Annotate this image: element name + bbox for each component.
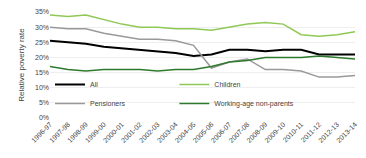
svg-text:2009-10: 2009-10 — [263, 121, 286, 144]
svg-text:25%: 25% — [35, 39, 49, 46]
svg-text:Working-age non-parents: Working-age non-parents — [214, 100, 293, 108]
svg-text:15%: 15% — [35, 69, 49, 76]
svg-text:Relative poverty rate: Relative poverty rate — [17, 28, 26, 102]
svg-text:2001-02: 2001-02 — [120, 121, 143, 144]
svg-text:2008-09: 2008-09 — [245, 121, 268, 144]
svg-text:1999-00: 1999-00 — [84, 121, 107, 144]
svg-text:1998-99: 1998-99 — [66, 121, 89, 144]
svg-text:2012-13: 2012-13 — [317, 121, 340, 144]
svg-text:10%: 10% — [35, 84, 49, 91]
svg-text:20%: 20% — [35, 54, 49, 61]
svg-text:2005-06: 2005-06 — [192, 121, 215, 144]
svg-text:2006-07: 2006-07 — [209, 121, 232, 144]
svg-text:2007-08: 2007-08 — [227, 121, 250, 144]
svg-text:1997-98: 1997-98 — [48, 121, 71, 144]
svg-text:2000-01: 2000-01 — [102, 121, 125, 144]
svg-text:2002-03: 2002-03 — [138, 121, 161, 144]
svg-text:Children: Children — [214, 81, 240, 88]
svg-text:1996-97: 1996-97 — [30, 121, 53, 144]
svg-text:Pensioners: Pensioners — [90, 100, 126, 107]
svg-text:All: All — [90, 81, 98, 88]
svg-text:30%: 30% — [35, 24, 49, 31]
svg-text:2010-11: 2010-11 — [282, 121, 305, 144]
svg-text:5%: 5% — [39, 99, 49, 106]
svg-text:0%: 0% — [39, 114, 49, 121]
svg-text:2013-14: 2013-14 — [335, 121, 358, 144]
svg-text:2011-12: 2011-12 — [300, 121, 323, 144]
svg-text:2004-05: 2004-05 — [174, 121, 197, 144]
svg-text:35%: 35% — [35, 8, 49, 15]
svg-text:2003-04: 2003-04 — [156, 121, 179, 144]
